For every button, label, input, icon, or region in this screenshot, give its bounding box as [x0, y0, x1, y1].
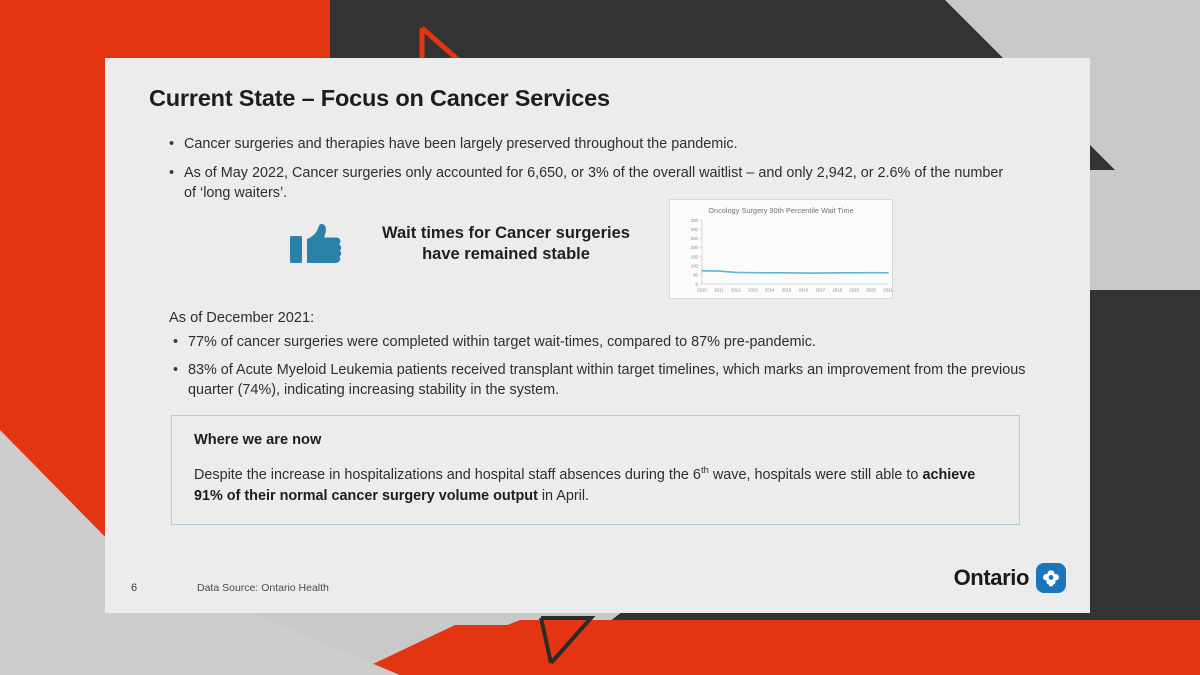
page-number: 6: [131, 582, 138, 594]
y-axis-tick-label: 250: [691, 236, 699, 241]
trillium-icon: [1036, 563, 1066, 593]
y-axis-tick-label: 300: [691, 227, 699, 232]
x-axis-tick-label: 2019: [849, 288, 859, 293]
x-axis-tick-label: 2020: [866, 288, 876, 293]
where-text-part2: wave, hospitals were still able to: [708, 466, 923, 483]
chart-title: Oncology Surgery 90th Percentile Wait Ti…: [708, 206, 854, 215]
x-axis-tick-label: 2012: [731, 288, 741, 293]
bullet-marker: •: [169, 136, 175, 152]
x-axis-tick-label: 2013: [748, 288, 758, 293]
x-axis-tick-label: 2018: [832, 288, 842, 293]
x-axis-tick-label: 2017: [816, 288, 826, 293]
y-axis-tick-label: 50: [693, 273, 698, 278]
bullet-text: 77% of cancer surgeries were completed w…: [188, 334, 816, 350]
list-item: • 77% of cancer surgeries were completed…: [171, 332, 1071, 352]
where-superscript: th: [700, 465, 709, 476]
data-source-label: Data Source: Ontario Health: [197, 582, 329, 594]
y-axis-tick-label: 200: [691, 245, 699, 250]
bullet-list-mid: • 77% of cancer surgeries were completed…: [171, 332, 1071, 408]
highlight-caption: Wait times for Cancer surgeries have rem…: [356, 223, 656, 265]
wait-time-chart: Oncology Surgery 90th Percentile Wait Ti…: [669, 199, 893, 299]
page-title: Current State – Focus on Cancer Services: [149, 85, 610, 111]
x-axis-tick-label: 2021: [883, 288, 893, 293]
where-we-are-now-title: Where we are now: [194, 432, 322, 448]
list-item: • As of May 2022, Cancer surgeries only …: [167, 163, 1012, 203]
x-axis-tick-label: 2016: [799, 288, 809, 293]
ontario-wordmark: Ontario: [953, 565, 1030, 590]
list-item: • Cancer surgeries and therapies have be…: [167, 134, 1012, 154]
where-bold-part: achieve 91% of their normal cancer surge…: [194, 466, 976, 504]
bullet-marker: •: [173, 362, 179, 378]
where-we-are-now-box: Where we are now Despite the increase in…: [171, 415, 1020, 525]
bullet-list-top: • Cancer surgeries and therapies have be…: [167, 134, 1012, 212]
slide-card: Current State – Focus on Cancer Services…: [105, 58, 1090, 613]
bullet-marker: •: [169, 165, 175, 181]
x-axis-tick-label: 2010: [697, 288, 707, 293]
y-axis-tick-label: 0: [696, 282, 699, 287]
y-axis-tick-label: 150: [691, 254, 699, 259]
list-item: • 83% of Acute Myeloid Leukemia patients…: [171, 360, 1071, 400]
x-axis-tick-label: 2014: [765, 288, 775, 293]
where-we-are-now-body: Despite the increase in hospitalizations…: [194, 460, 997, 507]
chart-series-line: [701, 270, 889, 274]
bullet-text: 83% of Acute Myeloid Leukemia patients r…: [188, 362, 1026, 398]
thumbs-up-icon: [290, 223, 342, 263]
dark-chevron-bottom: [541, 616, 596, 665]
bullet-text: As of May 2022, Cancer surgeries only ac…: [184, 165, 1004, 201]
x-axis-tick-label: 2011: [714, 288, 724, 293]
chart-plot: 0 50 100 150 200 250 300 350 2010 2011 2012 2013 201…: [691, 218, 894, 293]
highlight-caption-line2: have remained stable: [422, 245, 590, 263]
x-axis-tick-label: 2015: [782, 288, 792, 293]
highlight-callout: Wait times for Cancer surgeries have rem…: [290, 223, 656, 265]
ontario-logo: Ontario: [954, 563, 1066, 593]
bullet-marker: •: [173, 334, 179, 350]
where-text-part1: Despite the increase in hospitalizations…: [194, 466, 701, 483]
highlight-caption-line1: Wait times for Cancer surgeries: [382, 224, 630, 242]
where-text-part3: in April.: [537, 487, 590, 504]
dark-chevron-bottom-left: [539, 617, 553, 664]
red-bottom-shape-2: [350, 625, 1200, 675]
y-axis-tick-label: 350: [691, 218, 699, 223]
mid-section-intro: As of December 2021:: [169, 310, 315, 326]
bullet-text: Cancer surgeries and therapies have been…: [184, 136, 738, 152]
y-axis-tick-label: 100: [691, 264, 699, 269]
